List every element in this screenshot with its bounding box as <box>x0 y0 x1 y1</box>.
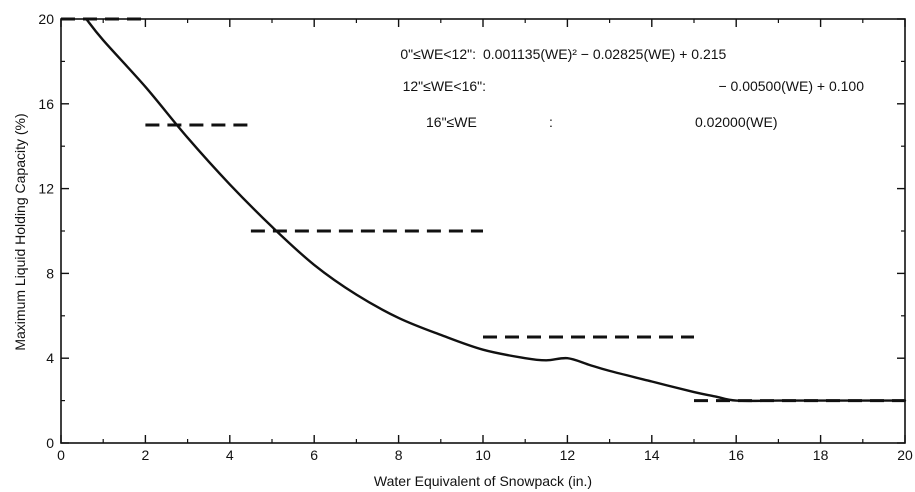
x-tick-label: 16 <box>728 447 744 463</box>
y-tick-label: 12 <box>38 181 54 197</box>
equation-annotations: 0"≤WE<12": 0.001135(WE)² − 0.02825(WE) +… <box>400 46 864 130</box>
y-tick-label: 4 <box>46 350 54 366</box>
equation-1-formula: 0.001135(WE)² − 0.02825(WE) + 0.215 <box>483 46 727 62</box>
series-group <box>85 17 907 403</box>
equation-1-condition: 0"≤WE<12": <box>400 46 476 62</box>
equation-3-condition: 16"≤WE <box>426 114 477 130</box>
x-axis-label: Water Equivalent of Snowpack (in.) <box>374 473 592 489</box>
y-tick-label: 16 <box>38 96 54 112</box>
equation-3-colon: : <box>549 114 553 130</box>
equation-3-formula: 0.02000(WE) <box>695 114 777 130</box>
equation-2-formula: − 0.00500(WE) + 0.100 <box>718 78 864 94</box>
x-tick-label: 2 <box>142 447 150 463</box>
y-axis-ticks: 0 4 8 12 16 20 <box>38 11 905 451</box>
y-tick-label: 0 <box>46 435 54 451</box>
reference-dashed-lines <box>61 17 905 403</box>
x-tick-label: 0 <box>57 447 65 463</box>
x-tick-label: 18 <box>813 447 829 463</box>
capacity-curve <box>85 17 907 403</box>
y-axis-label: Maximum Liquid Holding Capacity (%) <box>12 113 28 350</box>
x-tick-label: 14 <box>644 447 660 463</box>
x-tick-label: 4 <box>226 447 234 463</box>
x-tick-label: 8 <box>395 447 403 463</box>
x-axis-ticks: 0 2 4 6 8 10 12 14 16 18 20 <box>57 19 913 463</box>
y-tick-label: 20 <box>38 11 54 27</box>
y-tick-label: 8 <box>46 265 54 281</box>
x-tick-label: 10 <box>475 447 491 463</box>
x-tick-label: 20 <box>897 447 913 463</box>
x-tick-label: 6 <box>310 447 318 463</box>
x-tick-label: 12 <box>560 447 576 463</box>
equation-2-condition: 12"≤WE<16": <box>403 78 486 94</box>
